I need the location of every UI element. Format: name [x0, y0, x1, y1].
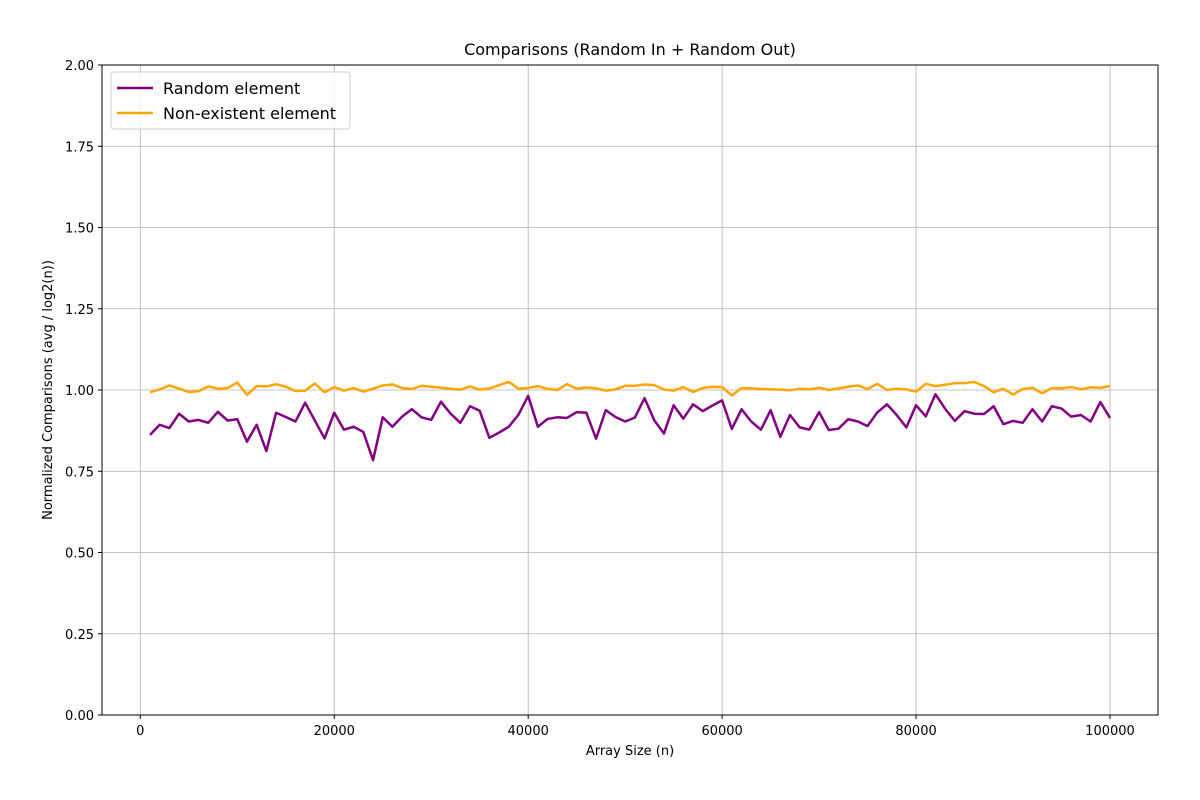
series-line-0 [149, 392, 1112, 462]
y-tick-label: 1.75 [65, 140, 94, 155]
y-tick-label: 0.50 [65, 547, 94, 562]
chart-title: Comparisons (Random In + Random Out) [464, 40, 796, 59]
y-axis-label: Normalized Comparisons (avg / log2(n)) [41, 260, 56, 520]
y-tick-label: 1.25 [65, 303, 94, 318]
x-tick-label: 20000 [314, 724, 355, 739]
x-tick-label: 0 [136, 724, 144, 739]
y-tick-label: 0.75 [65, 465, 94, 480]
plot-area: 0 20000 40000 60000 80000 100000 0.00 0.25 0.50 0… [65, 59, 1159, 739]
x-tick-label: 40000 [508, 724, 549, 739]
x-tick-label: 60000 [701, 724, 742, 739]
x-tick-label: 80000 [895, 724, 936, 739]
y-tick-label: 0.25 [65, 628, 94, 643]
y-tick-label: 0.00 [65, 709, 94, 724]
legend-box [110, 71, 351, 130]
x-tick-label: 100000 [1085, 724, 1135, 739]
y-tick-label: 2.00 [65, 59, 94, 74]
legend-label-1: Non-existent element [163, 104, 336, 123]
legend-label-0: Random element [163, 79, 300, 98]
y-tick-label: 1.00 [65, 384, 94, 399]
series-line-1 [149, 380, 1111, 397]
x-axis-label: Array Size (n) [586, 744, 674, 759]
y-tick-label: 1.50 [65, 222, 94, 237]
legend: Random element Non-existent element [110, 71, 351, 130]
